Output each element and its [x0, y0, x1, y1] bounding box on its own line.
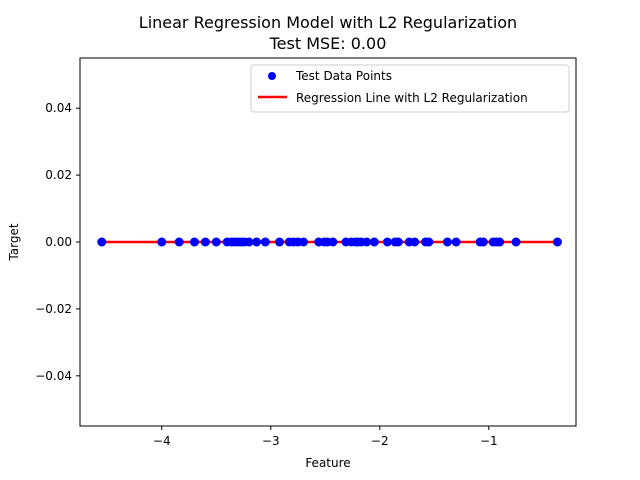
y-axis-label: Target: [7, 223, 21, 261]
data-point: [260, 237, 270, 247]
data-point: [328, 237, 338, 247]
plot-area: [79, 57, 577, 427]
data-point: [424, 237, 434, 247]
data-point: [382, 237, 392, 247]
x-tick-label: −3: [262, 434, 280, 448]
data-point: [451, 237, 461, 247]
legend-label-test-data-points: Test Data Points: [295, 69, 392, 83]
data-point: [362, 237, 372, 247]
data-point: [478, 237, 488, 247]
y-tick-label: 0.02: [45, 168, 72, 182]
y-tick-label: 0.00: [45, 235, 72, 249]
data-point: [410, 237, 420, 247]
data-point: [393, 237, 403, 247]
data-point: [189, 237, 199, 247]
y-tick-label: 0.04: [45, 101, 72, 115]
x-tick-label: −4: [153, 434, 171, 448]
data-point: [252, 237, 262, 247]
data-point: [298, 237, 308, 247]
data-point: [511, 237, 521, 247]
data-point: [211, 237, 221, 247]
x-tick-label: −2: [371, 434, 389, 448]
data-point: [552, 237, 562, 247]
data-point: [157, 237, 167, 247]
data-point: [174, 237, 184, 247]
x-tick-label: −1: [480, 434, 498, 448]
legend-box: [250, 64, 570, 113]
data-point: [369, 237, 379, 247]
x-axis-label: Feature: [305, 456, 350, 470]
axis-ticks: −4 −3 −2 −1 −0.04 −0.02 0.00 0.02 0.04: [35, 101, 497, 448]
data-point: [274, 237, 284, 247]
chart-subtitle: Test MSE: 0.00: [269, 34, 387, 53]
data-point: [200, 237, 210, 247]
chart-title: Linear Regression Model with L2 Regulari…: [139, 13, 517, 32]
y-tick-label: −0.04: [35, 369, 72, 383]
data-point: [495, 237, 505, 247]
data-point: [442, 237, 452, 247]
data-point: [97, 237, 107, 247]
y-tick-label: −0.02: [35, 302, 72, 316]
legend-marker-test-data-points: [268, 72, 276, 80]
data-point: [244, 237, 254, 247]
legend: Test Data Points Regression Line with L2…: [250, 64, 570, 113]
legend-label-regression-line: Regression Line with L2 Regularization: [296, 91, 528, 105]
